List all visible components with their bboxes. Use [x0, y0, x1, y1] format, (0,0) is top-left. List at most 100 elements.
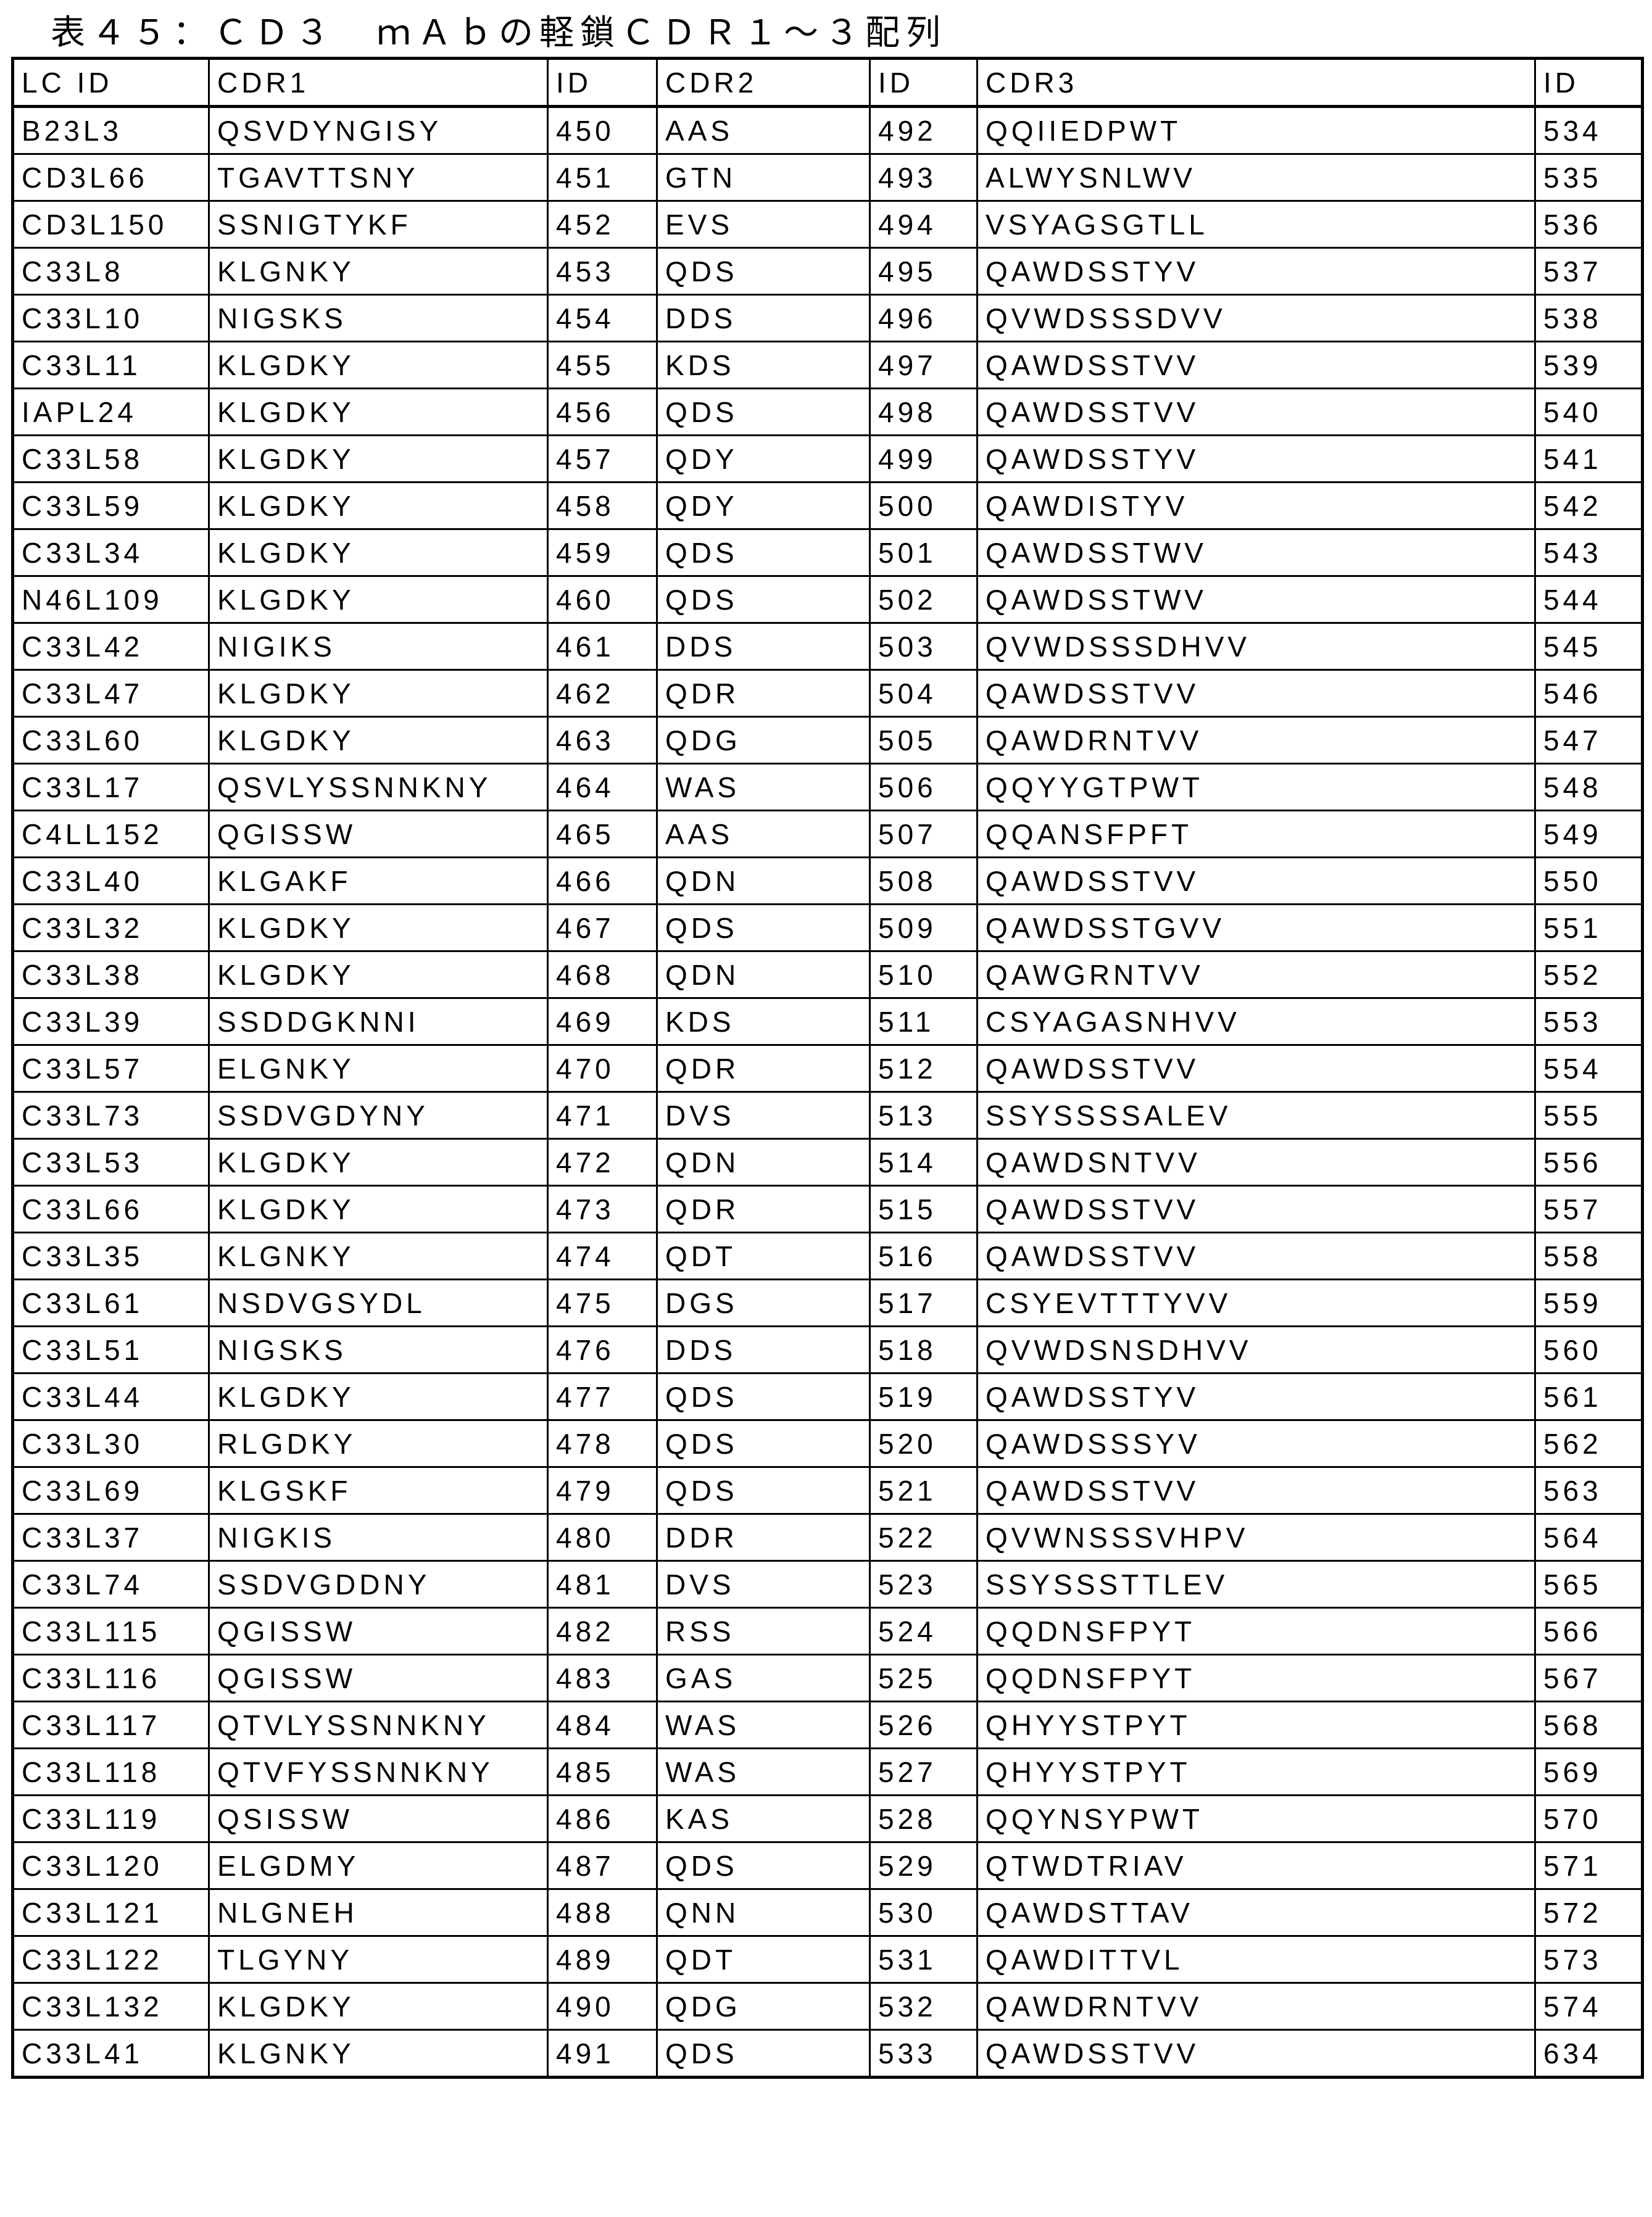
cell-cdr1: KLGDKY: [209, 951, 548, 998]
cell-cdr3-id: 535: [1535, 154, 1643, 201]
table-row: C4LL152QGISSW465AAS507QQANSFPFT549: [13, 811, 1643, 858]
cell-lc-id: N46L109: [13, 576, 209, 623]
cell-cdr2: GTN: [657, 154, 870, 201]
cell-cdr1: KLGAKF: [209, 858, 548, 905]
cell-cdr1: QTVLYSSNNKNY: [209, 1702, 548, 1749]
cell-cdr3-id: 540: [1535, 389, 1643, 436]
cell-cdr1-id: 458: [548, 483, 657, 529]
cell-cdr3: QAWDSSTVV: [978, 342, 1535, 389]
cell-cdr3-id: 537: [1535, 248, 1643, 295]
cell-cdr1: NSDVGSYDL: [209, 1280, 548, 1327]
cell-cdr1-id: 490: [548, 1983, 657, 2030]
cell-lc-id: C33L66: [13, 1186, 209, 1233]
table-row: C33L34KLGDKY459QDS501QAWDSSTWV543: [13, 529, 1643, 576]
cell-lc-id: C33L37: [13, 1514, 209, 1561]
header-cdr1-id: ID: [548, 59, 657, 107]
cell-cdr1: KLGDKY: [209, 389, 548, 436]
cell-cdr1: KLGNKY: [209, 1233, 548, 1280]
cell-cdr3-id: 564: [1535, 1514, 1643, 1561]
cell-cdr2-id: 499: [870, 436, 978, 483]
table-row: C33L57ELGNKY470QDR512QAWDSSTVV554: [13, 1045, 1643, 1092]
cell-cdr3: QAWDSTTAV: [978, 1889, 1535, 1936]
table-row: C33L61NSDVGSYDL475DGS517CSYEVTTTYVV559: [13, 1280, 1643, 1327]
cell-lc-id: C33L42: [13, 623, 209, 670]
cell-cdr2-id: 510: [870, 951, 978, 998]
cell-cdr2-id: 515: [870, 1186, 978, 1233]
cell-cdr3: QVWDSNSDHVV: [978, 1327, 1535, 1374]
cell-cdr3-id: 568: [1535, 1702, 1643, 1749]
cell-cdr2: QDS: [657, 576, 870, 623]
cell-cdr1-id: 478: [548, 1420, 657, 1467]
cell-cdr1-id: 454: [548, 295, 657, 342]
cell-cdr3: SSYSSSSALEV: [978, 1092, 1535, 1139]
table-row: C33L122TLGYNY489QDT531QAWDITTVL573: [13, 1936, 1643, 1983]
cell-cdr2: DDS: [657, 1327, 870, 1374]
cell-lc-id: C33L32: [13, 905, 209, 951]
cell-cdr1-id: 453: [548, 248, 657, 295]
cell-cdr3-id: 634: [1535, 2030, 1643, 2078]
cell-cdr1-id: 468: [548, 951, 657, 998]
table-header-row: LC ID CDR1 ID CDR2 ID CDR3 ID: [13, 59, 1643, 107]
table-row: C33L44KLGDKY477QDS519QAWDSSTYV561: [13, 1374, 1643, 1420]
table-row: C33L115QGISSW482RSS524QQDNSFPYT566: [13, 1608, 1643, 1655]
table-row: C33L74SSDVGDDNY481DVS523SSYSSSTTLEV565: [13, 1561, 1643, 1608]
cell-cdr3: ALWYSNLWV: [978, 154, 1535, 201]
cell-cdr1: KLGDKY: [209, 1374, 548, 1420]
cell-lc-id: C33L39: [13, 998, 209, 1045]
table-row: C33L51NIGSKS476DDS518QVWDSNSDHVV560: [13, 1327, 1643, 1374]
cell-cdr3: QAWDSSTYV: [978, 248, 1535, 295]
cell-cdr1-id: 480: [548, 1514, 657, 1561]
table-row: C33L119QSISSW486KAS528QQYNSYPWT570: [13, 1796, 1643, 1842]
cell-cdr2: QDS: [657, 389, 870, 436]
cell-cdr2: DDR: [657, 1514, 870, 1561]
cell-lc-id: C33L51: [13, 1327, 209, 1374]
table-row: C33L10NIGSKS454DDS496QVWDSSSDVV538: [13, 295, 1643, 342]
cell-cdr2: QDN: [657, 951, 870, 998]
cell-cdr2-id: 492: [870, 107, 978, 154]
cell-cdr1-id: 471: [548, 1092, 657, 1139]
cell-cdr2: DVS: [657, 1561, 870, 1608]
cell-cdr2-id: 497: [870, 342, 978, 389]
cell-cdr3: QQIIEDPWT: [978, 107, 1535, 154]
cell-cdr1-id: 477: [548, 1374, 657, 1420]
cell-cdr2-id: 496: [870, 295, 978, 342]
cell-cdr2: QDS: [657, 905, 870, 951]
cell-cdr1-id: 483: [548, 1655, 657, 1702]
cell-cdr3-id: 569: [1535, 1749, 1643, 1796]
cell-cdr3-id: 560: [1535, 1327, 1643, 1374]
cell-cdr2-id: 517: [870, 1280, 978, 1327]
cell-cdr2: AAS: [657, 107, 870, 154]
table-row: C33L69KLGSKF479QDS521QAWDSSTVV563: [13, 1467, 1643, 1514]
table-title: 表４５：ＣＤ３ ｍＡｂの軽鎖ＣＤＲ１～３配列: [51, 5, 947, 55]
cell-cdr2-id: 495: [870, 248, 978, 295]
cell-cdr2: QDS: [657, 1467, 870, 1514]
cell-cdr2: QDS: [657, 1374, 870, 1420]
cell-cdr1: ELGDMY: [209, 1842, 548, 1889]
cell-cdr2-id: 500: [870, 483, 978, 529]
cell-cdr3-id: 571: [1535, 1842, 1643, 1889]
cell-cdr3-id: 552: [1535, 951, 1643, 998]
table-row: C33L30RLGDKY478QDS520QAWDSSSYV562: [13, 1420, 1643, 1467]
cell-cdr2: QDS: [657, 529, 870, 576]
cell-cdr2-id: 516: [870, 1233, 978, 1280]
table-row: CD3L66TGAVTTSNY451GTN493ALWYSNLWV535: [13, 154, 1643, 201]
cell-cdr1: KLGSKF: [209, 1467, 548, 1514]
cell-cdr3: QAWDSSTGVV: [978, 905, 1535, 951]
cell-cdr3: QAWDSNTVV: [978, 1139, 1535, 1186]
cell-cdr3: CSYEVTTTYVV: [978, 1280, 1535, 1327]
cell-lc-id: C33L120: [13, 1842, 209, 1889]
cell-cdr1-id: 462: [548, 670, 657, 717]
table-row: C33L40KLGAKF466QDN508QAWDSSTVV550: [13, 858, 1643, 905]
header-lc-id: LC ID: [13, 59, 209, 107]
table-row: N46L109KLGDKY460QDS502QAWDSSTWV544: [13, 576, 1643, 623]
cell-cdr3: QHYYSTPYT: [978, 1702, 1535, 1749]
table-row: C33L121NLGNEH488QNN530QAWDSTTAV572: [13, 1889, 1643, 1936]
cell-lc-id: C33L58: [13, 436, 209, 483]
cell-cdr1-id: 464: [548, 764, 657, 811]
cell-cdr1: KLGNKY: [209, 248, 548, 295]
cell-cdr1-id: 475: [548, 1280, 657, 1327]
cell-cdr3: SSYSSSTTLEV: [978, 1561, 1535, 1608]
cell-cdr3-id: 551: [1535, 905, 1643, 951]
cell-cdr1-id: 485: [548, 1749, 657, 1796]
cell-cdr1: KLGDKY: [209, 1186, 548, 1233]
